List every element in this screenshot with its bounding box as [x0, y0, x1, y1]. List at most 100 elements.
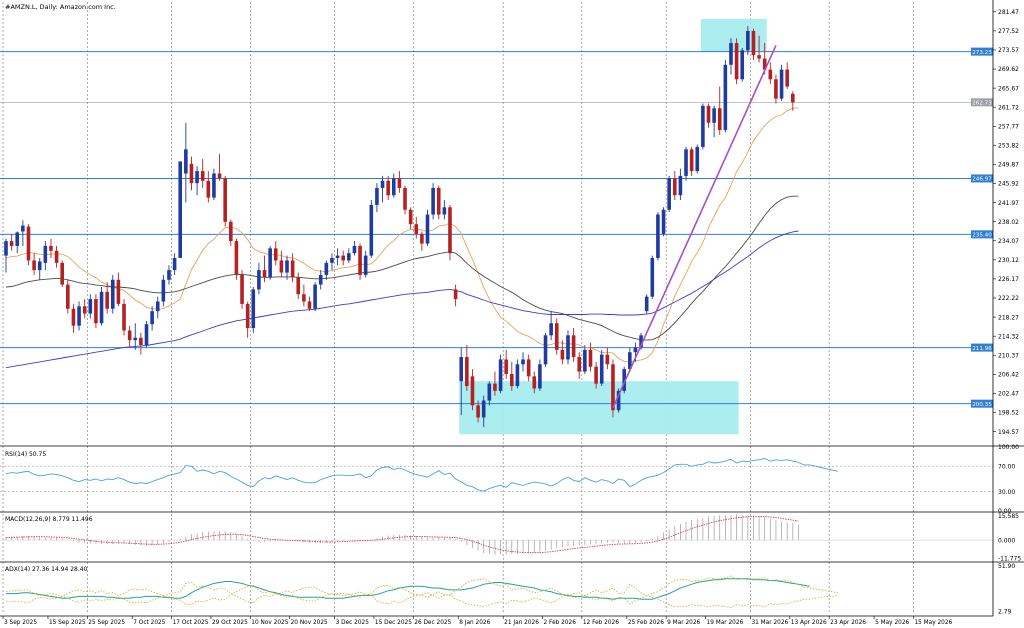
- candle-body: [206, 180, 211, 198]
- candle: [695, 144, 700, 174]
- rsi-title: RSI(14) 50.75: [5, 451, 46, 458]
- y-tick-label: 210.37: [998, 352, 1019, 359]
- candle: [257, 262, 261, 295]
- candle: [77, 301, 81, 331]
- candle-body: [161, 279, 166, 302]
- adx-y-tick: 2.79: [998, 609, 1012, 616]
- candle: [779, 64, 784, 102]
- candle-body: [217, 173, 222, 179]
- y-tick-label: 238.02: [998, 219, 1019, 226]
- candle-body: [257, 270, 261, 290]
- candle: [105, 282, 109, 314]
- candle-body: [644, 296, 649, 312]
- candle: [442, 200, 447, 220]
- candle-body: [110, 279, 115, 309]
- price-label-box: [971, 98, 993, 107]
- candle-body: [82, 306, 87, 314]
- candle-body: [302, 294, 306, 302]
- trendline-layer[interactable]: [612, 45, 777, 409]
- macd-signal-line: [5, 515, 799, 554]
- x-tick-label: 8 Jan 2026: [459, 620, 490, 626]
- candle: [774, 74, 778, 104]
- candle-body: [493, 383, 497, 391]
- candle-body: [689, 149, 694, 172]
- candle: [757, 35, 761, 63]
- candle-body: [116, 279, 121, 304]
- y-tick-label: 249.87: [998, 162, 1019, 169]
- candle: [155, 296, 160, 319]
- candle: [37, 258, 42, 280]
- candle: [21, 220, 25, 246]
- adx-title: ADX(14) 27.36 14.94 28.40: [5, 566, 88, 573]
- candle: [746, 26, 750, 56]
- candle-body: [498, 359, 503, 391]
- price-label: 235.40: [972, 233, 992, 239]
- candle-body: [240, 274, 244, 304]
- candle: [318, 270, 323, 290]
- candle-body: [549, 323, 553, 336]
- candle: [172, 253, 177, 275]
- candle: [144, 320, 149, 348]
- candle-body: [54, 250, 59, 263]
- candle-body: [290, 260, 295, 278]
- candle-body: [358, 245, 362, 275]
- candle-body: [172, 258, 177, 271]
- y-tick-label: 261.72: [998, 104, 1019, 111]
- horizontal-levels[interactable]: [0, 51, 993, 405]
- candle-body: [133, 337, 138, 341]
- candle-body: [273, 248, 278, 261]
- y-tick-label: 234.07: [998, 238, 1019, 245]
- candle-body: [459, 357, 464, 382]
- price-label-box: [971, 343, 993, 352]
- indicator-panes: [0, 458, 993, 608]
- candle-body: [633, 347, 638, 353]
- candle: [605, 347, 610, 370]
- candle-body: [734, 43, 739, 80]
- candle: [526, 354, 531, 382]
- x-tick-label: 25 Feb 2026: [628, 620, 664, 626]
- candle-body: [436, 187, 441, 215]
- candle: [459, 347, 464, 416]
- candle: [122, 299, 126, 336]
- candle-body: [26, 226, 31, 261]
- candle-body: [521, 359, 525, 365]
- x-tick-label: 2 Feb 2026: [544, 620, 577, 626]
- candle: [656, 212, 660, 261]
- candle-body: [144, 324, 149, 345]
- x-tick-label: 15 May 2026: [914, 620, 952, 626]
- candle-body: [363, 255, 368, 275]
- candle: [9, 233, 14, 251]
- candle-body: [9, 241, 14, 246]
- candle-body: [330, 258, 334, 263]
- macd-y-tick: 0.000: [998, 537, 1015, 544]
- candle-body: [628, 352, 632, 370]
- candle: [729, 38, 733, 75]
- candle: [498, 354, 503, 394]
- candle-body: [167, 270, 171, 280]
- candle: [566, 330, 570, 365]
- candle-body: [66, 284, 70, 309]
- candle: [49, 238, 53, 259]
- x-tick-label: 12 Feb 2026: [583, 620, 619, 626]
- moving-averages: [5, 107, 799, 369]
- candle: [470, 369, 475, 411]
- candle: [116, 272, 121, 307]
- candle: [391, 173, 396, 198]
- candle-body: [774, 79, 778, 99]
- candle: [99, 287, 104, 326]
- x-tick-label: 3 Dec 2025: [336, 620, 370, 626]
- candle: [661, 207, 666, 237]
- candle-body: [262, 270, 267, 278]
- candle-body: [251, 289, 256, 329]
- candle: [352, 241, 357, 256]
- candle: [285, 255, 289, 280]
- adx-line-1: [5, 575, 838, 608]
- candle-body: [60, 262, 64, 285]
- candle: [414, 216, 419, 239]
- candle: [521, 352, 525, 372]
- price-label-box: [971, 399, 993, 408]
- candle: [515, 359, 520, 389]
- candle: [611, 359, 615, 418]
